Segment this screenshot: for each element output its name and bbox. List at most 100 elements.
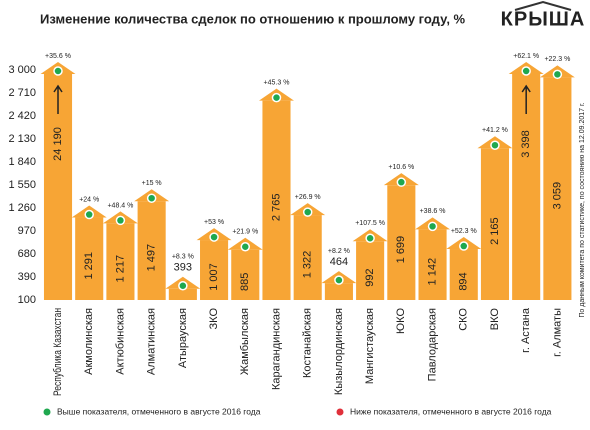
x-tick-label: Алматинская (146, 308, 158, 375)
legend-label: Выше показателя, отмеченного в августе 2… (57, 406, 261, 416)
y-tick-label: 2 420 (8, 110, 36, 122)
marker (427, 221, 438, 232)
marker (53, 66, 63, 76)
value-label: 1 142 (426, 258, 438, 286)
marker (209, 232, 219, 242)
change-label: +8.2 % (328, 248, 350, 255)
value-label: 3 059 (551, 182, 563, 210)
value-label: 24 190 (52, 127, 64, 161)
bar (356, 241, 385, 300)
change-label: +62.1 % (513, 53, 539, 60)
change-label: +15 % (142, 180, 162, 187)
bar (75, 217, 104, 300)
marker (459, 241, 469, 251)
overflow-arrow (521, 84, 531, 114)
marker (365, 233, 375, 244)
x-tick-label: Актюбинская (114, 308, 126, 375)
y-tick-label: 680 (18, 248, 36, 260)
marker (178, 281, 188, 291)
value-label: 894 (458, 272, 470, 290)
change-label: +41.2 % (482, 127, 508, 134)
marker (552, 69, 563, 80)
x-tick-label: Павлодарская (426, 308, 438, 381)
change-label: +10.6 % (388, 164, 414, 171)
y-tick-label: 2 130 (8, 133, 36, 145)
x-tick-label: Мангистауская (364, 308, 376, 384)
marker (146, 193, 157, 203)
value-label: 393 (174, 262, 192, 274)
value-label: 1 291 (83, 252, 95, 280)
x-tick-label: ВКО (489, 308, 501, 331)
value-label: 1 217 (114, 255, 126, 283)
x-tick-label: Республика Казахстан (52, 308, 64, 396)
x-tick-label: ЮКО (395, 308, 407, 334)
change-label: +48.4 % (107, 202, 133, 209)
marker (396, 177, 407, 187)
change-label: +107.5 % (355, 220, 385, 227)
value-label: 3 398 (520, 130, 532, 158)
marker (240, 241, 251, 252)
logo-roof (514, 0, 572, 11)
marker (302, 207, 313, 217)
legend-marker (336, 408, 344, 416)
change-label: +26.9 % (295, 194, 321, 201)
y-tick-label: 970 (18, 225, 36, 237)
change-label: +45.3 % (264, 79, 290, 86)
bar (480, 148, 510, 300)
marker (115, 215, 126, 226)
bar (106, 223, 135, 300)
x-tick-label: СКО (458, 308, 470, 331)
value-label: 1 699 (395, 236, 407, 264)
bar (418, 229, 447, 300)
x-tick-label: Атырауская (177, 308, 189, 368)
bar (200, 240, 229, 300)
marker (490, 140, 500, 150)
change-label: +21.9 % (232, 229, 258, 236)
bar (231, 249, 260, 300)
x-tick-label: Акмолинская (83, 308, 95, 375)
side-note: По данным комитета по статистике, по сос… (579, 102, 586, 317)
x-tick-label: Жамбылская (239, 308, 251, 375)
x-tick-label: Кызылординская (333, 308, 345, 395)
y-tick-label: 100 (18, 294, 36, 306)
value-label: 992 (364, 268, 376, 286)
value-label: 1 007 (208, 263, 220, 291)
bar (543, 77, 572, 301)
marker (521, 66, 531, 76)
change-label: +35.6 % (45, 53, 71, 60)
bar (324, 283, 353, 300)
value-label: 464 (330, 256, 348, 268)
legend-marker (43, 408, 51, 416)
chart-title: Изменение количества сделок по отношению… (40, 11, 466, 26)
bar (262, 100, 291, 300)
value-label: 885 (239, 273, 251, 291)
change-label: +52.3 % (451, 228, 477, 235)
x-tick-label: Карагандинская (270, 308, 282, 390)
logo: КРЫША (501, 8, 586, 30)
bar (137, 201, 166, 300)
marker (271, 92, 282, 103)
overflow-arrow (53, 84, 63, 114)
change-label: +38.6 % (420, 208, 446, 215)
x-tick-label: ЗКО (208, 308, 220, 330)
value-label: 2 165 (489, 217, 501, 245)
change-label: +22.3 % (544, 56, 570, 63)
change-label: +8.3 % (172, 254, 194, 261)
bar (387, 185, 416, 300)
legend-label: Ниже показателя, отмеченного в августе 2… (350, 406, 552, 416)
y-tick-label: 1 260 (8, 202, 36, 214)
change-label: +24 % (79, 196, 99, 203)
y-tick-label: 1 550 (8, 179, 36, 191)
y-tick-label: 390 (18, 271, 36, 283)
value-label: 1 497 (146, 244, 158, 272)
y-tick-label: 1 840 (8, 156, 36, 168)
value-label: 2 765 (270, 194, 282, 222)
bar (293, 215, 322, 300)
x-tick-label: Костанайская (302, 308, 314, 378)
bar (449, 249, 478, 300)
y-tick-label: 3 000 (8, 64, 36, 76)
change-label: +53 % (204, 219, 224, 226)
x-tick-label: г. Алматы (551, 308, 563, 357)
marker (84, 209, 94, 220)
